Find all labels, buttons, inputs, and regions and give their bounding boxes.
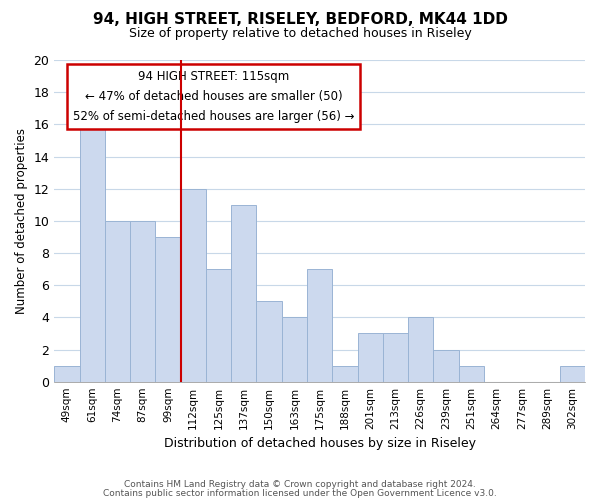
Bar: [231, 205, 256, 382]
Y-axis label: Number of detached properties: Number of detached properties: [15, 128, 28, 314]
Bar: [332, 366, 358, 382]
Text: 94 HIGH STREET: 115sqm
← 47% of detached houses are smaller (50)
52% of semi-det: 94 HIGH STREET: 115sqm ← 47% of detached…: [73, 70, 354, 122]
Bar: [433, 350, 458, 382]
Bar: [282, 318, 307, 382]
X-axis label: Distribution of detached houses by size in Riseley: Distribution of detached houses by size …: [164, 437, 476, 450]
Bar: [560, 366, 585, 382]
Text: 94, HIGH STREET, RISELEY, BEDFORD, MK44 1DD: 94, HIGH STREET, RISELEY, BEDFORD, MK44 …: [92, 12, 508, 28]
Bar: [155, 237, 181, 382]
Bar: [256, 302, 282, 382]
Bar: [80, 124, 105, 382]
Bar: [408, 318, 433, 382]
Text: Contains HM Land Registry data © Crown copyright and database right 2024.: Contains HM Land Registry data © Crown c…: [124, 480, 476, 489]
Bar: [458, 366, 484, 382]
Text: Size of property relative to detached houses in Riseley: Size of property relative to detached ho…: [128, 28, 472, 40]
Bar: [181, 188, 206, 382]
Bar: [307, 269, 332, 382]
Bar: [130, 221, 155, 382]
Bar: [54, 366, 80, 382]
Bar: [383, 334, 408, 382]
Bar: [358, 334, 383, 382]
Bar: [206, 269, 231, 382]
Text: Contains public sector information licensed under the Open Government Licence v3: Contains public sector information licen…: [103, 488, 497, 498]
Bar: [105, 221, 130, 382]
